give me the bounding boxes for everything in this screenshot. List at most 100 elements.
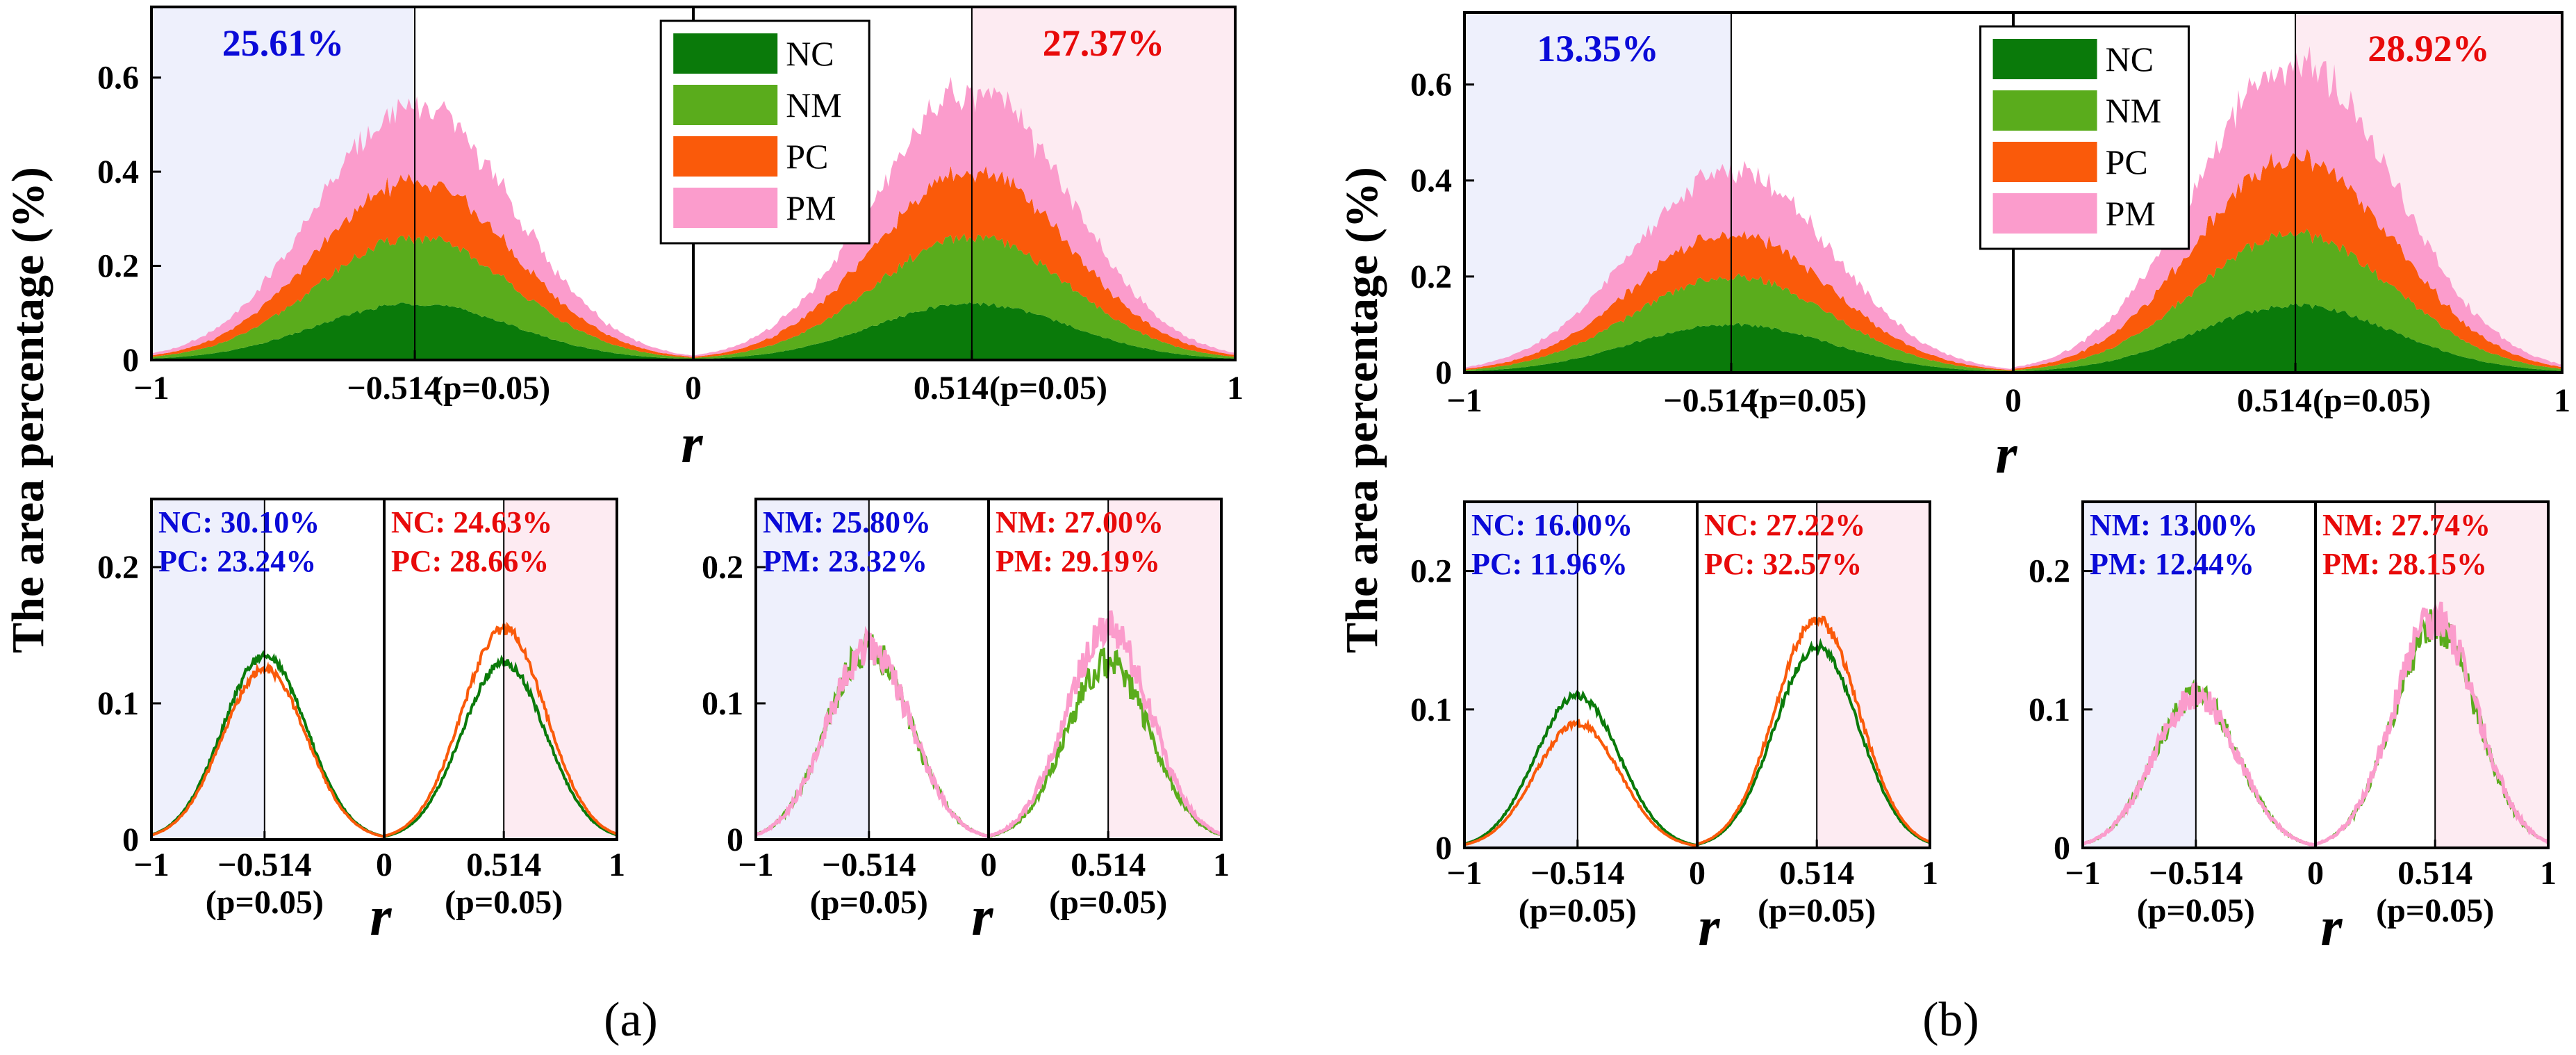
x-tick-label: −0.514: [217, 847, 311, 883]
x-tick-sublabel: (p=0.05): [810, 884, 928, 921]
chart-b-top: 00.20.40.6−1 −0.514(p=0.05) 0 0.514 (p=0.05)…: [1410, 11, 2570, 419]
neg-stat-label: PC: 23.24%: [158, 544, 316, 578]
legend-swatch-NM: [673, 85, 778, 125]
area-NM: [1464, 229, 2562, 372]
x-tick-label: −1: [133, 370, 169, 407]
y-tick-label: 0.2: [97, 248, 139, 285]
pos-significance-region: [504, 499, 617, 840]
area-NM: [151, 234, 1235, 359]
x-tick-sublabel: (p=0.05): [1758, 892, 1876, 929]
panel-label-b: (b): [1922, 993, 1979, 1047]
chart-a-bottom-right: 0 0.1 0.2 −1 −0.514 0 0.514 1 (p=0.05) (p=0.05) NM…: [702, 498, 1230, 921]
y-tick-label: 0: [122, 342, 139, 379]
legend-swatch-PM: [673, 188, 778, 228]
x-tick-label: −0.514: [347, 370, 440, 407]
x-tick-label: (p=0.05): [989, 370, 1107, 407]
panel-label-a: (a): [604, 993, 658, 1047]
area-NC: [151, 302, 1235, 360]
x-tick-sublabel: (p=0.05): [1049, 884, 1167, 921]
legend-label-NC: NC: [786, 34, 834, 73]
legend-label-PC: PC: [786, 137, 828, 176]
pos-stat-label: PC: 28.66%: [391, 544, 549, 578]
x-tick-label: (p=0.05): [2313, 382, 2431, 419]
legend-swatch-PC: [1992, 142, 2097, 182]
x-tick-label: 0.514: [914, 370, 989, 407]
x-axis-label-a-br: r: [971, 886, 993, 947]
pos-stat-label: NM: 27.74%: [2322, 508, 2491, 542]
area-PC: [151, 165, 1235, 358]
pos-percent-label: 28.92%: [2368, 28, 2490, 69]
legend-label-PM: PM: [2106, 194, 2156, 233]
neg-significance-region: [1464, 502, 1578, 848]
y-tick-label: 0.6: [1410, 67, 1452, 104]
y-tick-label: 0: [727, 821, 743, 858]
y-tick-label: 0.1: [2029, 692, 2070, 728]
charts-layer: 00.20.40.6−1 −0.514(p=0.05) 0 0.514 (p=0.05)…: [97, 6, 2570, 929]
x-axis-label-b-top: r: [1995, 424, 2017, 485]
pos-stat-label: NM: 27.00%: [996, 505, 1164, 539]
x-tick-label: −0.514: [1530, 855, 1624, 892]
x-axis-label-a-top: r: [681, 414, 703, 475]
pos-stat-label: NC: 24.63%: [391, 505, 552, 539]
x-tick-label: 0.514: [1779, 855, 1854, 892]
y-axis-label-a: The area percentage (%): [3, 167, 53, 653]
y-tick-label: 0: [122, 821, 139, 858]
x-tick-label: 0.514: [1071, 847, 1146, 883]
x-tick-label: −0.514: [2149, 855, 2243, 892]
neg-percent-label: 25.61%: [222, 22, 345, 64]
x-tick-label: −1: [1446, 382, 1482, 419]
legend-label-NM: NM: [786, 85, 842, 124]
x-tick-label: 0.514: [466, 847, 541, 883]
x-tick-label: 0: [980, 847, 997, 883]
y-tick-label: 0.2: [2029, 553, 2070, 590]
x-tick-label: 1: [1922, 855, 1938, 892]
neg-stat-label: NC: 30.10%: [158, 505, 320, 539]
area-PM: [1464, 46, 2562, 370]
x-tick-label: 0: [1689, 855, 1706, 892]
x-tick-label: (p=0.05): [432, 370, 550, 407]
x-tick-label: −1: [738, 847, 773, 883]
legend-swatch-NC: [1992, 39, 2097, 79]
neg-stat-label: PC: 11.96%: [1471, 547, 1628, 581]
legend-label-NC: NC: [2106, 40, 2154, 79]
y-tick-label: 0.1: [702, 685, 743, 722]
x-tick-sublabel: (p=0.05): [2376, 892, 2494, 929]
legend-label-PM: PM: [786, 188, 836, 227]
y-tick-label: 0: [1435, 354, 1452, 391]
y-tick-label: 0.6: [97, 60, 139, 97]
x-tick-sublabel: (p=0.05): [1519, 892, 1637, 929]
x-tick-label: 1: [1227, 370, 1244, 407]
y-tick-label: 0.4: [1410, 163, 1452, 199]
pos-percent-label: 27.37%: [1043, 22, 1165, 64]
y-tick-label: 0.4: [97, 154, 139, 190]
chart-a-top: 00.20.40.6−1 −0.514(p=0.05) 0 0.514 (p=0.05)…: [97, 6, 1244, 407]
y-tick-label: 0.2: [702, 549, 743, 586]
pos-significance-region: [1108, 499, 1221, 840]
area-NC: [1464, 303, 2562, 373]
x-tick-label: 0: [685, 370, 702, 407]
x-tick-label: 0: [2005, 382, 2022, 419]
x-tick-sublabel: (p=0.05): [206, 884, 324, 921]
x-tick-label: 1: [1213, 847, 1230, 883]
pos-significance-region: [1817, 502, 1930, 848]
y-tick-label: 0.1: [1410, 692, 1452, 728]
x-tick-label: 0.514: [2397, 855, 2472, 892]
x-tick-label: −1: [2065, 855, 2100, 892]
neg-percent-label: 13.35%: [1537, 28, 1659, 69]
y-tick-label: 0: [1435, 830, 1452, 867]
x-axis-label-b-bl: r: [1698, 897, 1720, 958]
y-axis-label-b: The area percentage (%): [1337, 167, 1387, 653]
x-axis-label-b-br: r: [2320, 897, 2343, 958]
x-tick-sublabel: (p=0.05): [445, 884, 563, 921]
neg-stat-label: NC: 16.00%: [1471, 508, 1633, 542]
legend-swatch-NC: [673, 33, 778, 74]
chart-a-bottom-left: 0 0.1 0.2 −1 −0.514 0 0.514 1 (p=0.05) (p=0.05) NC…: [97, 498, 625, 921]
x-tick-label: 0.514: [2237, 382, 2312, 419]
x-tick-label: −0.514: [1663, 382, 1757, 419]
neg-stat-label: NM: 13.00%: [2090, 508, 2258, 542]
y-tick-label: 0: [2054, 830, 2070, 867]
legend-swatch-NM: [1992, 90, 2097, 131]
y-tick-label: 0.1: [97, 685, 139, 722]
chart-b-bottom-left: 0 0.1 0.2 −1 −0.514 0 0.514 1 (p=0.05) (p=0.05) NC…: [1410, 500, 1938, 929]
neg-stat-label: PM: 23.32%: [763, 544, 927, 578]
